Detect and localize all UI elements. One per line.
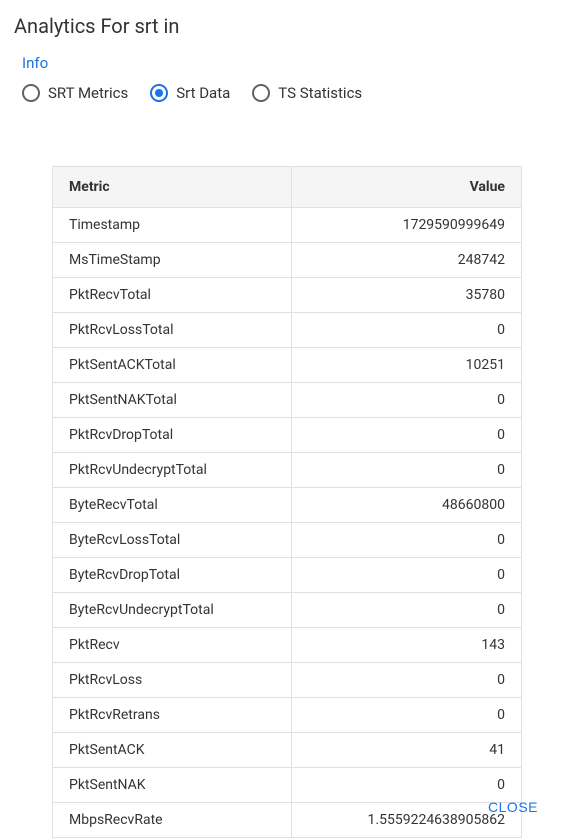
metric-value: 41 xyxy=(292,733,522,768)
table-row: Timestamp1729590999649 xyxy=(53,208,522,243)
metric-value: 0 xyxy=(292,523,522,558)
table-row: PktRcvLossTotal0 xyxy=(53,313,522,348)
metric-value: 0 xyxy=(292,558,522,593)
table-row: MbpsRecvRate1.5559224638905862 xyxy=(53,803,522,838)
radio-label: TS Statistics xyxy=(278,84,362,102)
radio-srt-data[interactable]: Srt Data xyxy=(150,84,230,102)
info-link[interactable]: Info xyxy=(0,46,48,84)
table-row: ByteRcvLossTotal0 xyxy=(53,523,522,558)
metric-value: 0 xyxy=(292,418,522,453)
metric-name: ByteRcvUndecryptTotal xyxy=(53,593,292,628)
page-title: Analytics For srt in xyxy=(0,0,574,46)
metric-name: PktRcvUndecryptTotal xyxy=(53,453,292,488)
table-row: PktSentACK41 xyxy=(53,733,522,768)
table-row: PktRcvRetrans0 xyxy=(53,698,522,733)
metric-value: 0 xyxy=(292,453,522,488)
radio-group: SRT Metrics Srt Data TS Statistics xyxy=(0,84,574,116)
table-row: ByteRcvUndecryptTotal0 xyxy=(53,593,522,628)
table-row: PktSentACKTotal10251 xyxy=(53,348,522,383)
metric-name: PktSentNAKTotal xyxy=(53,383,292,418)
metric-name: PktRecv xyxy=(53,628,292,663)
metric-name: ByteRcvDropTotal xyxy=(53,558,292,593)
metric-name: PktRcvDropTotal xyxy=(53,418,292,453)
header-metric: Metric xyxy=(53,167,292,208)
metric-value: 1729590999649 xyxy=(292,208,522,243)
close-button[interactable]: CLOSE xyxy=(476,791,550,823)
metric-name: PktRcvRetrans xyxy=(53,698,292,733)
metric-value: 35780 xyxy=(292,278,522,313)
metric-name: ByteRcvLossTotal xyxy=(53,523,292,558)
metric-name: Timestamp xyxy=(53,208,292,243)
metric-value: 48660800 xyxy=(292,488,522,523)
metric-name: PktRcvLossTotal xyxy=(53,313,292,348)
metric-name: ByteRecvTotal xyxy=(53,488,292,523)
metric-value: 248742 xyxy=(292,243,522,278)
radio-srt-metrics[interactable]: SRT Metrics xyxy=(22,84,128,102)
metric-value: 0 xyxy=(292,663,522,698)
table-row: PktSentNAKTotal0 xyxy=(53,383,522,418)
metric-value: 0 xyxy=(292,593,522,628)
table-row: PktRcvUndecryptTotal0 xyxy=(53,453,522,488)
radio-icon xyxy=(22,84,40,102)
metric-name: MbpsRecvRate xyxy=(53,803,292,838)
metric-name: MsTimeStamp xyxy=(53,243,292,278)
header-value: Value xyxy=(292,167,522,208)
metrics-table-container: Metric Value Timestamp1729590999649MsTim… xyxy=(0,116,574,838)
table-row: ByteRecvTotal48660800 xyxy=(53,488,522,523)
radio-label: SRT Metrics xyxy=(48,84,128,102)
metric-value: 0 xyxy=(292,383,522,418)
metric-value: 10251 xyxy=(292,348,522,383)
metric-value: 0 xyxy=(292,698,522,733)
metric-name: PktRecvTotal xyxy=(53,278,292,313)
table-row: MsTimeStamp248742 xyxy=(53,243,522,278)
table-row: PktRcvDropTotal0 xyxy=(53,418,522,453)
metric-name: PktSentACK xyxy=(53,733,292,768)
table-row: PktRecvTotal35780 xyxy=(53,278,522,313)
table-row: PktSentNAK0 xyxy=(53,768,522,803)
metrics-table: Metric Value Timestamp1729590999649MsTim… xyxy=(52,166,522,838)
table-row: PktRcvLoss0 xyxy=(53,663,522,698)
metric-value: 0 xyxy=(292,313,522,348)
radio-ts-statistics[interactable]: TS Statistics xyxy=(252,84,362,102)
radio-icon xyxy=(252,84,270,102)
metric-name: PktSentNAK xyxy=(53,768,292,803)
radio-label: Srt Data xyxy=(176,84,230,102)
metric-name: PktSentACKTotal xyxy=(53,348,292,383)
metric-value: 143 xyxy=(292,628,522,663)
table-row: ByteRcvDropTotal0 xyxy=(53,558,522,593)
table-row: PktRecv143 xyxy=(53,628,522,663)
metric-name: PktRcvLoss xyxy=(53,663,292,698)
radio-icon xyxy=(150,84,168,102)
